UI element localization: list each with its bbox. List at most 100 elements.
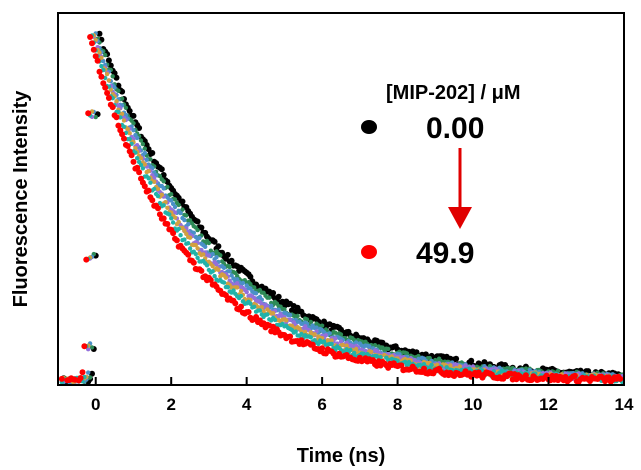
data-point [125, 126, 130, 132]
data-point [99, 55, 104, 60]
data-point [457, 364, 463, 369]
data-point [338, 332, 344, 337]
data-point [155, 193, 161, 199]
data-point [319, 323, 325, 328]
data-point [79, 369, 86, 376]
data-point [170, 230, 177, 237]
data-point [148, 157, 153, 162]
data-point [308, 335, 313, 340]
data-point [98, 73, 105, 80]
data-point [340, 342, 346, 348]
data-point [90, 46, 97, 53]
data-point [221, 280, 227, 285]
data-point [105, 95, 112, 101]
data-point [131, 128, 136, 133]
data-point [308, 319, 313, 325]
data-point [161, 179, 166, 184]
data-point [299, 331, 304, 337]
data-point [404, 363, 410, 368]
data-point [142, 162, 147, 167]
data-point [87, 375, 93, 380]
data-point [522, 372, 529, 379]
data-point [244, 289, 249, 295]
data-point [58, 375, 65, 382]
data-point [161, 203, 166, 208]
data-point [121, 118, 127, 123]
data-point [211, 238, 218, 245]
data-point [272, 317, 278, 323]
data-point [121, 135, 127, 142]
data-point [142, 146, 147, 151]
data-point [284, 318, 289, 323]
legend-marker-0 [361, 120, 377, 134]
data-point [231, 288, 236, 293]
data-point [287, 317, 293, 322]
data-point [223, 275, 229, 280]
x-ticks: 0 2 4 6 8 10 12 14 [91, 377, 634, 414]
data-point [77, 375, 84, 381]
data-point [145, 187, 152, 194]
data-point [126, 108, 133, 114]
data-point [257, 308, 263, 313]
data-point [386, 346, 391, 352]
data-point [169, 216, 174, 221]
data-point [165, 184, 170, 190]
data-point [235, 285, 240, 290]
data-point [152, 186, 157, 192]
data-point [216, 267, 221, 272]
data-point [197, 235, 202, 241]
data-point [402, 359, 408, 364]
legend-arrow-head [448, 207, 472, 229]
data-point [133, 150, 138, 155]
data-point [114, 99, 119, 104]
data-point [225, 285, 230, 290]
data-point [327, 331, 332, 336]
data-point [161, 186, 166, 191]
data-point [138, 138, 144, 143]
data-point [176, 202, 181, 208]
data-point [149, 197, 156, 204]
data-point [130, 112, 137, 119]
series-0 [60, 30, 626, 386]
data-point [83, 256, 90, 263]
data-point [99, 63, 104, 69]
data-point [247, 273, 254, 280]
data-point [194, 218, 201, 225]
data-point [198, 267, 205, 274]
data-point [104, 90, 111, 96]
data-point [228, 257, 235, 264]
data-point [448, 363, 453, 368]
data-point [319, 345, 326, 352]
data-point [252, 304, 257, 309]
data-point [252, 285, 257, 290]
data-point [167, 212, 172, 217]
data-point [329, 341, 334, 347]
data-point [353, 340, 359, 345]
data-point [269, 303, 274, 308]
x-tick-label: 8 [393, 395, 402, 414]
data-point [131, 121, 136, 126]
data-point [224, 251, 231, 258]
x-tick-label: 12 [539, 395, 558, 414]
data-point [102, 84, 109, 91]
data-point [185, 251, 192, 258]
data-point [96, 30, 103, 37]
data-point [429, 362, 434, 368]
x-axis-label: Time (ns) [297, 445, 386, 467]
data-point [212, 273, 217, 279]
data-point [169, 198, 174, 203]
data-point [210, 251, 215, 257]
data-point [104, 71, 110, 77]
data-point [89, 40, 95, 47]
data-point [238, 293, 244, 299]
data-point [140, 166, 146, 171]
data-point [210, 264, 215, 269]
data-point [267, 295, 272, 300]
x-tick-label: 0 [91, 395, 100, 414]
data-point [227, 269, 232, 274]
data-point [221, 265, 227, 270]
data-point [146, 176, 151, 181]
data-point [176, 226, 181, 232]
data-point [178, 233, 183, 238]
data-point [165, 205, 170, 210]
